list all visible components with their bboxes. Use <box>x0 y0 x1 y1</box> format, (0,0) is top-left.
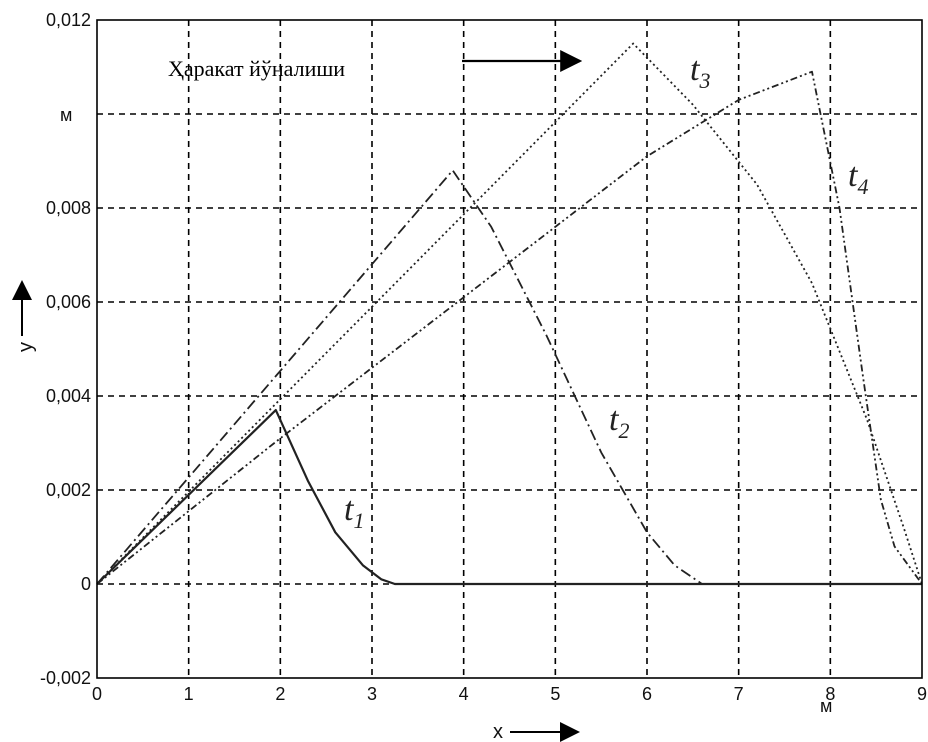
x-tick-label-5: 5 <box>550 684 560 704</box>
plot-frame <box>96 19 923 679</box>
x-tick-label-7: 7 <box>734 684 744 704</box>
y-tick-label-0: -0,002 <box>40 668 91 688</box>
series-line-t4 <box>96 70 923 585</box>
x-tick-label-0: 0 <box>92 684 102 704</box>
tick-labels: 0 1 2 3 4 5 6 7 8 9-0,00200,0020,0040,0060,0080,0… <box>40 10 927 704</box>
x-tick-label-3: 3 <box>367 684 377 704</box>
x-tick-label-2: 2 <box>275 684 285 704</box>
x-tick-label-8: 8 <box>825 684 835 704</box>
y-tick-label-4: 0,006 <box>46 292 91 312</box>
y-tick-label-2: 0,002 <box>46 480 91 500</box>
x-unit-label: м <box>820 696 832 716</box>
series-line-t3 <box>96 42 923 585</box>
series-line-t2 <box>96 169 703 585</box>
x-axis-label: x <box>493 721 503 742</box>
series-line-t1 <box>96 409 922 586</box>
plot-background <box>97 20 922 678</box>
x-tick-label-9: 9 <box>917 684 927 704</box>
y-axis-label: y <box>15 342 37 352</box>
x-tick-label-4: 4 <box>459 684 469 704</box>
x-tick-label-1: 1 <box>184 684 194 704</box>
y-tick-label-6: 0,012 <box>46 10 91 30</box>
direction-annotation: Ҳаракат йўналиши <box>168 56 345 81</box>
y-tick-label-3: 0,004 <box>46 386 91 406</box>
y-tick-label-5: 0,008 <box>46 198 91 218</box>
y-unit-label: м <box>60 105 72 125</box>
series-group <box>96 42 923 586</box>
x-tick-label-6: 6 <box>642 684 652 704</box>
y-tick-label-1: 0 <box>81 574 91 594</box>
